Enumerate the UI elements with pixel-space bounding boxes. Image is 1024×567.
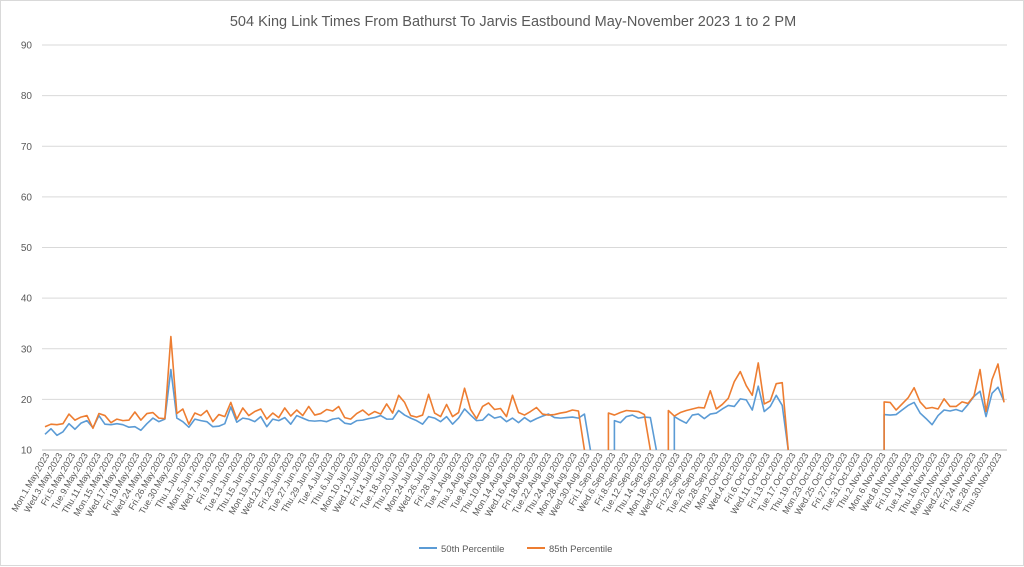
y-tick-label: 70: [21, 142, 33, 153]
y-axis-ticks: 10 20 30 40 50 60 70 80 90: [21, 41, 33, 457]
gridlines: [42, 44, 1007, 451]
legend: 50th Percentile 85th Percentile: [419, 544, 612, 555]
y-tick-label: 90: [21, 41, 33, 52]
series-line-p50: [44, 368, 1005, 451]
y-tick-label: 10: [21, 446, 33, 457]
series-line-p85: [44, 335, 1005, 451]
y-tick-label: 30: [21, 344, 33, 355]
y-tick-label: 60: [21, 192, 33, 203]
legend-label-p50: 50th Percentile: [441, 544, 504, 555]
y-tick-label: 40: [21, 294, 33, 305]
y-tick-label: 80: [21, 91, 33, 102]
chart-title: 504 King Link Times From Bathurst To Jar…: [230, 14, 796, 30]
y-tick-label: 20: [21, 395, 33, 406]
x-axis-ticks: Mon.1.May.2023Wed.3.May.2023Fri.5.May.20…: [10, 451, 1004, 519]
legend-label-p85: 85th Percentile: [549, 544, 612, 555]
y-tick-label: 50: [21, 243, 33, 254]
series-lines: [44, 335, 1005, 451]
